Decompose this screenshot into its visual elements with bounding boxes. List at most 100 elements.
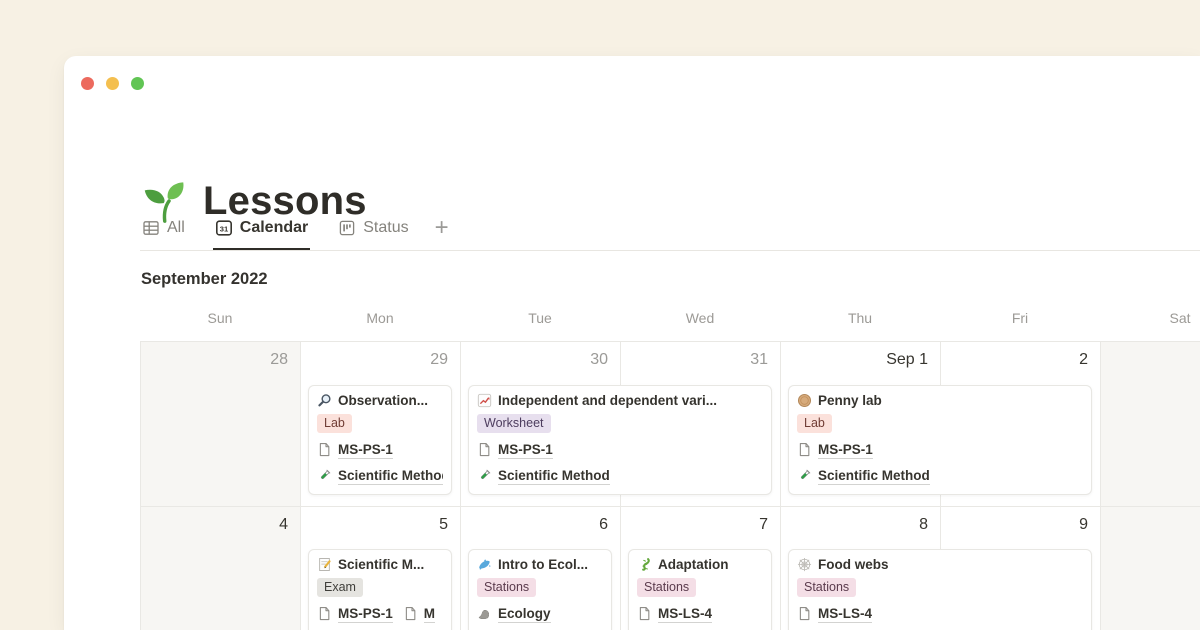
relation-link-label: MS-PS-1 [338,441,393,459]
event-card-tag-row: Lab [317,414,443,433]
relation-link-label: Scientific Method [338,467,443,485]
add-view-button[interactable]: + [434,214,449,241]
type-tag: Stations [797,578,857,597]
day-header-fri: Fri [1011,310,1029,326]
zoom-button[interactable] [131,77,144,90]
window-controls [81,77,144,90]
page-icon [317,442,332,457]
table-icon [142,219,160,237]
relation-row: MS-LS-4 [637,604,763,623]
test-tube-icon [797,468,812,483]
cell-date: 8 [919,516,928,533]
dolphin-icon [477,557,492,572]
relation-link-label: Scientific Method [818,467,930,485]
test-tube-icon [317,468,332,483]
cell-date: 7 [759,516,768,533]
relation-link[interactable]: MS-LS-4 [637,605,712,623]
page-icon [477,442,492,457]
spider-web-icon [797,557,812,572]
event-card[interactable]: Observation... Lab MS-PS-1 Scientific Metho… [308,385,452,495]
event-card[interactable]: Penny lab Lab MS-PS-1 Scientific Method [788,385,1092,495]
page-icon [403,606,418,621]
test-tube-icon [477,468,492,483]
relation-link[interactable]: Scientific Method [797,467,930,485]
tab-calendar-label: Calendar [239,219,309,237]
page-title: Lessons [203,178,367,223]
event-card-title: Observation... [338,393,429,408]
relation-link-label: Scientific Method [498,467,610,485]
page-icon [797,442,812,457]
type-tag: Stations [477,578,537,597]
day-header-wed: Wed [685,310,715,326]
tab-calendar[interactable]: 31 Calendar [212,206,311,250]
relation-link-label: M [423,605,436,623]
coin-icon [797,393,812,408]
cell-date: 29 [430,351,448,368]
chart-up-icon [477,393,492,408]
day-header-sat: Sat [1169,310,1191,326]
tab-all[interactable]: All [140,206,187,250]
event-card[interactable]: Intro to Ecol... Stations Ecology [468,549,612,630]
tab-status-label: Status [363,219,409,236]
event-card-title: Intro to Ecol... [498,557,588,572]
event-card[interactable]: Adaptation Stations MS-LS-4 [628,549,772,630]
calendar-31-icon: 31 [215,219,233,237]
calendar-cell[interactable]: 28 [140,341,300,506]
cell-date: 31 [750,351,768,368]
cell-date: 6 [599,516,608,533]
cell-date [1101,507,1200,516]
calendar-cell[interactable] [1100,341,1200,506]
event-card-tag-row: Worksheet [477,414,763,433]
type-tag: Lab [797,414,832,433]
tab-status[interactable]: Status [336,206,410,250]
relation-link-label: MS-LS-4 [658,605,712,623]
event-card[interactable]: Food webs Stations MS-LS-4 [788,549,1092,630]
relation-link[interactable]: Ecology [477,605,551,623]
type-tag: Stations [637,578,697,597]
relation-link-label: MS-PS-1 [338,605,393,623]
day-header-tue: Tue [528,310,552,326]
event-card-title-row: Adaptation [637,557,763,572]
type-tag: Worksheet [477,414,551,433]
calendar-cell[interactable]: 4 [140,506,300,630]
magnifier-icon [317,393,332,408]
relation-link[interactable]: Scientific Method [477,467,610,485]
event-card-title-row: Observation... [317,393,443,408]
page-header: Lessons [141,178,367,224]
relation-link[interactable]: Scientific Method [317,467,443,485]
cell-date [1101,342,1200,351]
relation-link-label: MS-PS-1 [818,441,873,459]
relation-link-label: Ecology [498,605,551,623]
day-header-thu: Thu [847,310,873,326]
page-icon [317,606,332,621]
calendar-cell[interactable] [1100,506,1200,630]
relation-row: Scientific Method [797,466,1083,485]
relation-link[interactable]: M [403,605,436,623]
type-tag: Lab [317,414,352,433]
app-window: Lessons All 31 Calendar Status + Septemb… [64,56,1200,630]
board-icon [338,219,356,237]
type-tag: Exam [317,578,363,597]
minimize-button[interactable] [106,77,119,90]
close-button[interactable] [81,77,94,90]
event-card-title: Penny lab [818,393,882,408]
view-tabs: All 31 Calendar Status + [140,206,1200,251]
event-card-title: Independent and dependent vari... [498,393,718,408]
event-card-tag-row: Stations [797,578,1083,597]
relation-link-label: MS-PS-1 [498,441,553,459]
memo-icon [317,557,332,572]
lizard-icon [637,557,652,572]
relation-link[interactable]: MS-PS-1 [797,441,873,459]
relation-link[interactable]: MS-LS-4 [797,605,872,623]
event-card[interactable]: Scientific M... Exam MS-PS-1 M [308,549,452,630]
event-card-title-row: Independent and dependent vari... [477,393,763,408]
svg-text:31: 31 [220,225,229,234]
event-card[interactable]: Independent and dependent vari... Workshe… [468,385,772,495]
relation-link[interactable]: MS-PS-1 [317,605,393,623]
relation-link[interactable]: MS-PS-1 [317,441,393,459]
event-card-title: Scientific M... [338,557,425,572]
tab-all-label: All [167,219,185,236]
day-header-mon: Mon [366,310,394,326]
relation-link[interactable]: MS-PS-1 [477,441,553,459]
